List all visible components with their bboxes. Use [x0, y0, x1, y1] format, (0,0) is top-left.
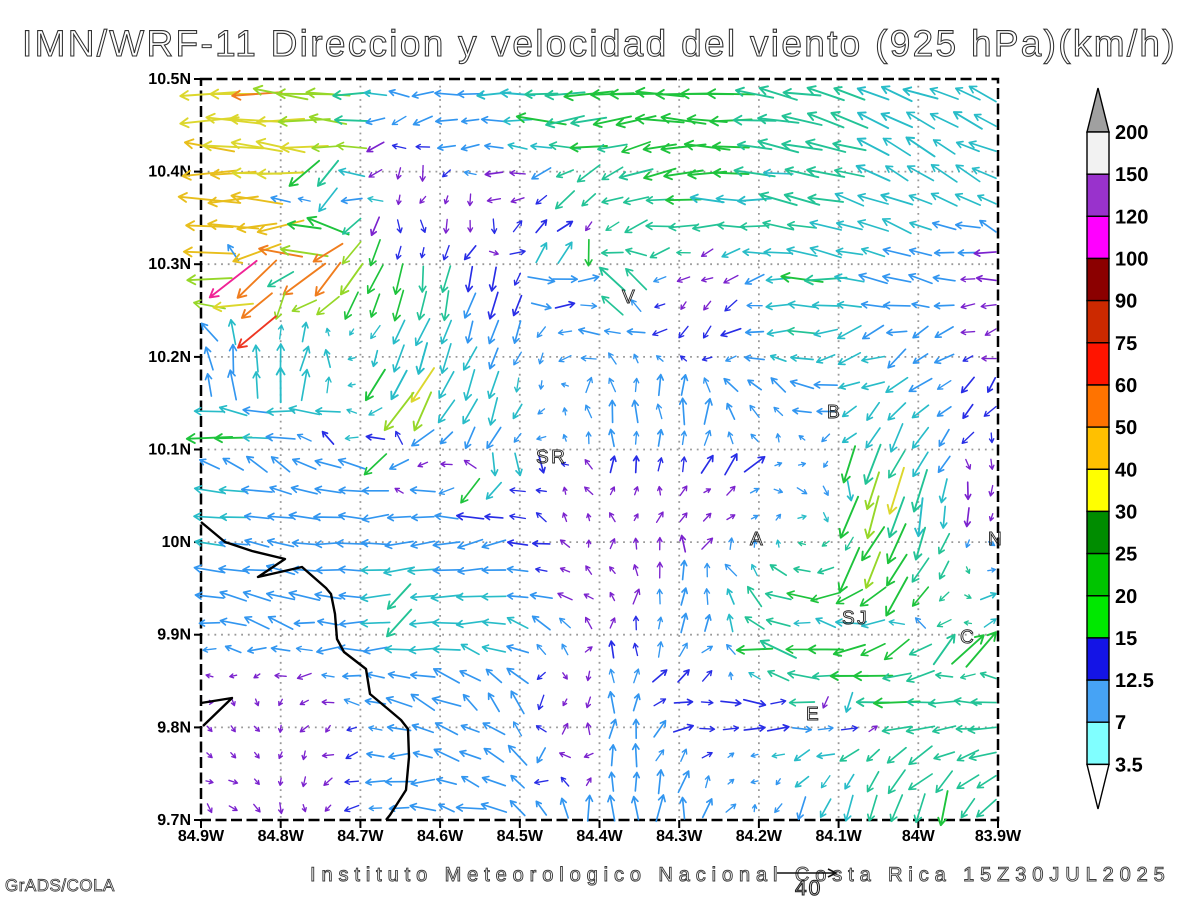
svg-text:E: E: [806, 704, 821, 725]
svg-text:10.2N: 10.2N: [148, 349, 191, 366]
svg-text:84.2W: 84.2W: [736, 828, 783, 845]
svg-text:10.4N: 10.4N: [148, 164, 191, 181]
svg-text:10.3N: 10.3N: [148, 256, 191, 273]
svg-text:Instituto Meteorologico Nacion: Instituto Meteorologico Nacional Costa R…: [310, 864, 1171, 886]
svg-text:12.5: 12.5: [1115, 670, 1154, 692]
svg-text:7: 7: [1115, 712, 1126, 734]
svg-text:15: 15: [1115, 628, 1137, 650]
svg-text:84.9W: 84.9W: [178, 828, 225, 845]
svg-text:84.4W: 84.4W: [576, 828, 623, 845]
svg-text:40: 40: [1115, 459, 1137, 481]
svg-text:SJ: SJ: [842, 608, 869, 629]
svg-text:A: A: [750, 529, 765, 550]
svg-text:N: N: [988, 529, 1004, 550]
svg-text:10.5N: 10.5N: [148, 71, 191, 88]
svg-text:75: 75: [1115, 333, 1137, 355]
svg-text:C: C: [960, 627, 976, 648]
svg-text:90: 90: [1115, 291, 1137, 313]
svg-text:9.7N: 9.7N: [157, 812, 191, 829]
svg-text:B: B: [827, 402, 842, 423]
svg-text:3.5: 3.5: [1115, 754, 1143, 776]
svg-text:100: 100: [1115, 249, 1148, 271]
svg-text:V: V: [622, 287, 637, 308]
svg-text:120: 120: [1115, 206, 1148, 228]
svg-text:84.6W: 84.6W: [417, 828, 464, 845]
svg-text:IMN/WRF-11 Direccion y velocid: IMN/WRF-11 Direccion y velocidad del vie…: [22, 23, 1177, 64]
svg-text:150: 150: [1115, 164, 1148, 186]
svg-text:10.1N: 10.1N: [148, 442, 191, 459]
svg-text:10N: 10N: [162, 534, 191, 551]
svg-text:40: 40: [795, 877, 822, 900]
svg-text:84.1W: 84.1W: [815, 828, 862, 845]
svg-text:83.9W: 83.9W: [975, 828, 1022, 845]
svg-text:SR: SR: [536, 447, 567, 468]
svg-text:84.7W: 84.7W: [337, 828, 384, 845]
svg-text:30: 30: [1115, 501, 1137, 523]
svg-text:200: 200: [1115, 122, 1148, 144]
svg-text:60: 60: [1115, 375, 1137, 397]
svg-text:50: 50: [1115, 417, 1137, 439]
svg-text:25: 25: [1115, 544, 1137, 566]
svg-text:84.8W: 84.8W: [258, 828, 305, 845]
svg-text:84.5W: 84.5W: [497, 828, 544, 845]
svg-text:20: 20: [1115, 586, 1137, 608]
svg-text:GrADS/COLA: GrADS/COLA: [5, 876, 115, 895]
svg-text:84.3W: 84.3W: [656, 828, 703, 845]
svg-text:9.9N: 9.9N: [157, 627, 191, 644]
svg-text:84W: 84W: [902, 828, 936, 845]
svg-text:9.8N: 9.8N: [157, 719, 191, 736]
